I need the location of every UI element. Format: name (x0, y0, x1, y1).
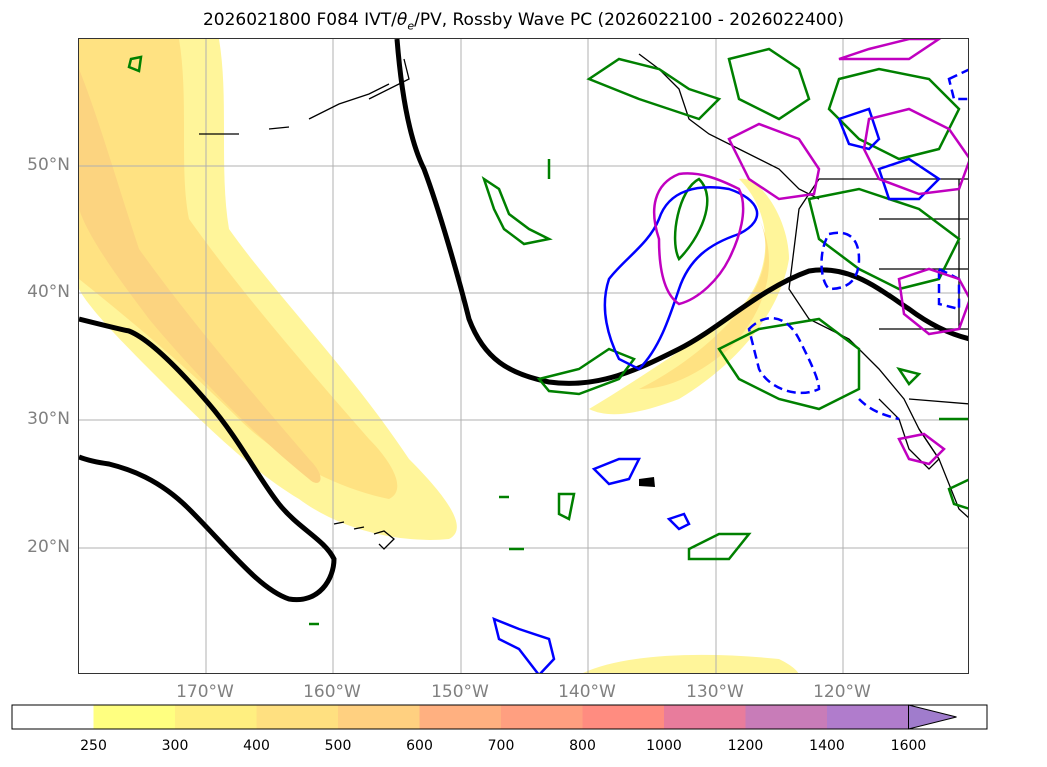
pv-green-2 (481, 175, 553, 246)
pv-blue-dash-3 (858, 398, 900, 421)
rossby-pc-2 (727, 122, 821, 201)
colorbar-cell (419, 705, 502, 729)
lat-label-30n: 30°N (27, 409, 70, 429)
lon-label-170w: 170°W (176, 682, 234, 702)
north-america-coast (788, 178, 968, 519)
theta-e-contour-main (394, 39, 968, 386)
colorbar-tick-label: 600 (406, 738, 433, 754)
pv-positive-contours (127, 47, 968, 626)
pv-blue-5 (837, 107, 881, 151)
coastlines (199, 53, 968, 550)
lat-label-40n: 40°N (27, 282, 70, 302)
colorbar-tick-label: 800 (569, 738, 596, 754)
pv-green-12 (896, 367, 922, 386)
ivt-plume-east-core (639, 219, 769, 389)
colorbar-cell (338, 705, 420, 729)
lat-label-50n: 50°N (27, 155, 70, 175)
pv-green-11 (687, 532, 752, 561)
aleutian-islands (199, 58, 410, 135)
pv-blue-1 (603, 186, 759, 371)
colorbar-tick-label: 250 (80, 738, 107, 754)
pv-green-9 (536, 347, 636, 396)
colorbar-cell (664, 705, 746, 729)
lon-label-120w: 120°W (813, 682, 871, 702)
pv-negative-contours (492, 68, 968, 673)
colorbar-tick-label: 700 (487, 738, 515, 754)
pv-blue-3 (492, 616, 556, 673)
map-svg (79, 39, 968, 673)
pv-green-10 (557, 492, 576, 521)
ivt-plume-south (583, 654, 799, 673)
lon-label-130w: 130°W (686, 682, 744, 702)
colorbar-tick-label: 500 (324, 738, 352, 754)
alaska-coast (638, 53, 820, 200)
us-state-borders (879, 179, 968, 330)
colorbar-tick-label: 400 (243, 738, 270, 754)
pv-blue-dash-2 (820, 231, 861, 291)
colorbar-tick-label: 1200 (727, 738, 764, 754)
hawaii-islands (333, 521, 395, 550)
pv-green-3 (673, 177, 709, 262)
rossby-pc-4 (862, 107, 968, 196)
colorbar-tick-label: 300 (161, 738, 189, 754)
theta-e-contours (79, 39, 968, 603)
rossby-pc-contours (652, 39, 968, 466)
colorbar-tick-label: 1400 (809, 738, 845, 754)
colorbar-tick-label: 1000 (646, 738, 682, 754)
rossby-pc-5 (897, 267, 968, 336)
colorbar-cell (827, 705, 909, 729)
colorbar-cell (256, 705, 339, 729)
ivt-plume-west-core (79, 69, 321, 483)
lon-label-160w: 160°W (303, 682, 361, 702)
colorbar-cell (12, 705, 94, 729)
mexico-coast (908, 398, 968, 405)
colorbar-cell (175, 705, 257, 729)
title-theta: θ (396, 10, 408, 30)
pv-blue-dash-5 (947, 68, 968, 101)
ivt-plume-west-mid (79, 39, 398, 499)
pv-green-14 (947, 478, 968, 510)
rossby-pc-6 (897, 432, 946, 466)
pv-blue-6 (877, 157, 941, 201)
colorbar-cell (501, 705, 583, 729)
baja-california (878, 398, 940, 470)
colorbar-cell (93, 705, 176, 729)
pv-green-1 (127, 55, 143, 73)
pv-green-5 (727, 47, 811, 121)
pv-green-8 (717, 317, 861, 411)
lon-label-140w: 140°W (558, 682, 616, 702)
colorbar-extend-arrow (908, 704, 957, 730)
colorbar-cell (745, 705, 828, 729)
map-panel (78, 38, 969, 674)
colorbar-cells (12, 705, 909, 729)
rossby-pc-1 (652, 172, 745, 306)
title-theta-subscript: e (407, 19, 415, 33)
theta-e-small-blob (639, 477, 655, 487)
pv-blue-dash-1 (747, 317, 821, 395)
title-prefix: 2026021800 F084 IVT/ (202, 10, 397, 30)
ivt-shading (79, 39, 799, 673)
pv-green-7 (807, 187, 961, 291)
pv-blue-2 (591, 457, 642, 486)
rossby-pc-3 (838, 39, 942, 61)
colorbar-tick-label: 1600 (890, 738, 927, 754)
title-suffix: /PV, Rossby Wave PC (2026022100 - 202602… (414, 10, 845, 30)
colorbar-outline (11, 704, 988, 730)
theta-e-contour-west-upper (79, 316, 337, 603)
colorbar-cell (582, 705, 665, 729)
lat-label-20n: 20°N (27, 537, 70, 557)
map-title: 2026021800 F084 IVT/θe/PV, Rossby Wave P… (0, 10, 1047, 32)
pv-blue-4 (666, 512, 691, 531)
pv-green-4 (586, 57, 722, 121)
lon-label-150w: 150°W (431, 682, 489, 702)
